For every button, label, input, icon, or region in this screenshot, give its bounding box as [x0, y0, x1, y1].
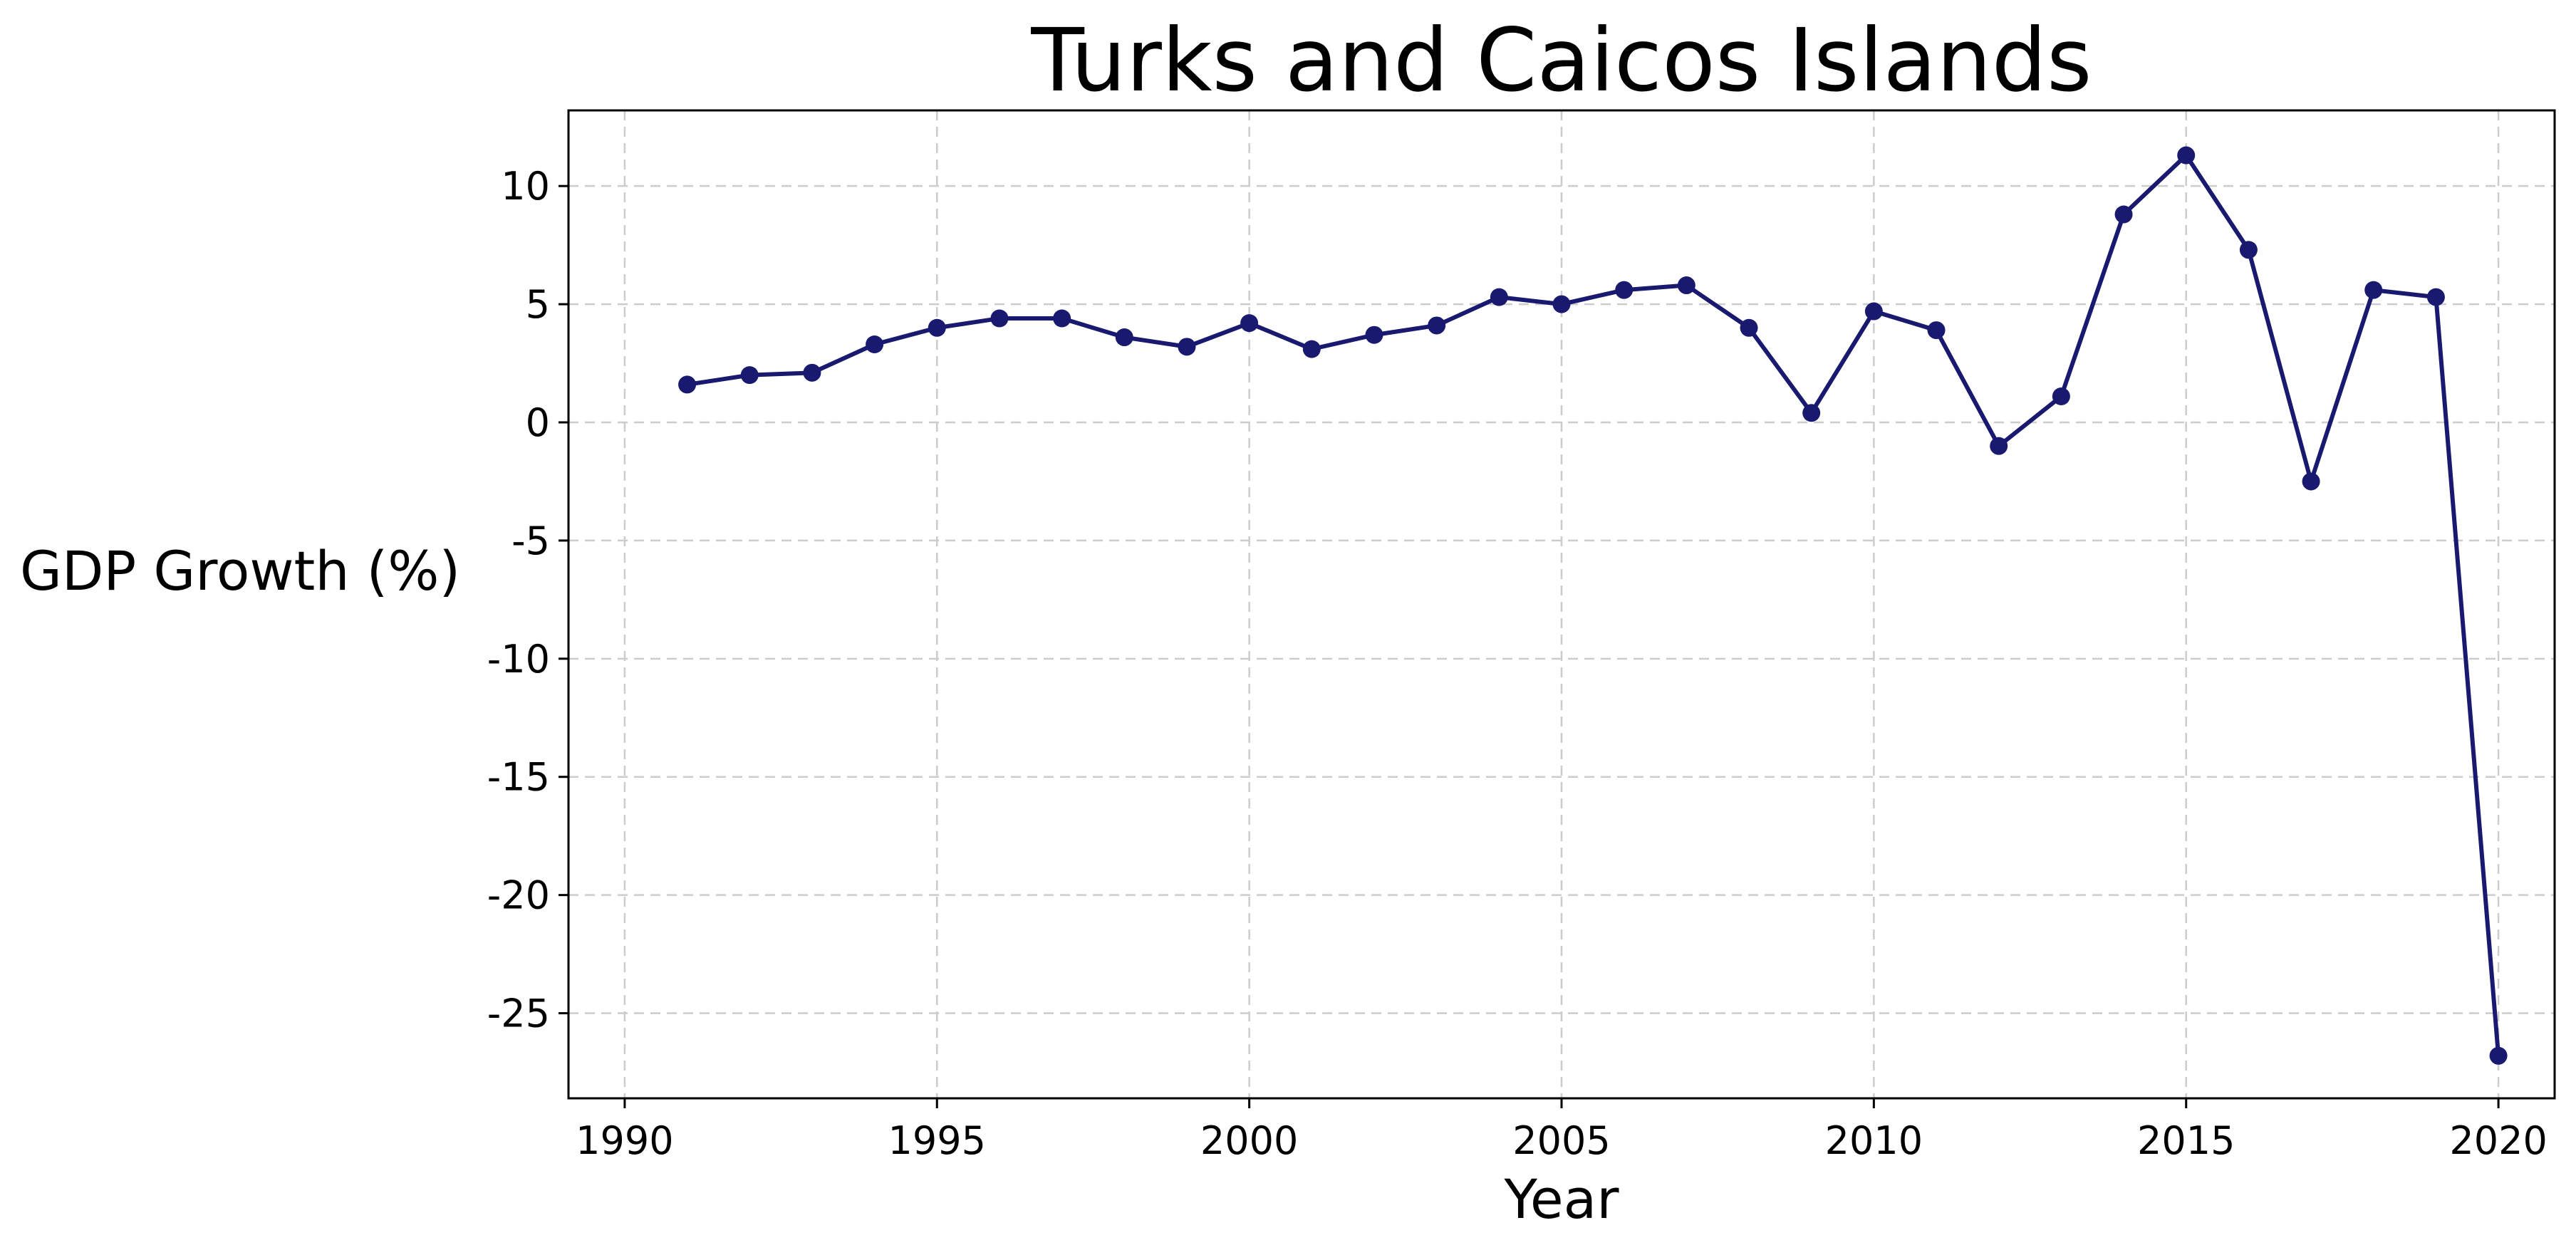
data-point: [2052, 387, 2070, 405]
y-tick-label: -20: [487, 873, 550, 918]
data-point: [1365, 326, 1383, 344]
x-tick-label: 2005: [1512, 1118, 1610, 1163]
data-point: [1240, 314, 1259, 333]
data-point: [1178, 338, 1196, 356]
data-point: [1740, 318, 1758, 337]
data-point: [928, 318, 946, 337]
series-line: [685, 153, 2501, 1058]
y-tick-label: 0: [526, 400, 550, 445]
x-tick-label: 2000: [1200, 1118, 1298, 1163]
y-tick-label: 10: [501, 164, 550, 209]
data-point: [1802, 404, 1821, 422]
x-tick-label: 2020: [2449, 1118, 2547, 1163]
data-point: [1115, 328, 1133, 347]
data-point: [2364, 281, 2383, 299]
data-point: [1552, 295, 1571, 313]
data-point: [1053, 309, 1071, 328]
data-point: [1490, 288, 1508, 306]
y-tick-label: -5: [511, 519, 550, 563]
data-point: [740, 366, 759, 385]
data-point: [1302, 340, 1321, 358]
y-tick-label: -10: [487, 637, 550, 682]
data-point: [2426, 288, 2445, 306]
x-tick-label: 2010: [1825, 1118, 1923, 1163]
data-point: [1615, 281, 1634, 299]
data-point: [2177, 146, 2196, 165]
series-layer: [678, 146, 2508, 1065]
x-tick-label: 2015: [2137, 1118, 2235, 1163]
data-point: [1927, 321, 1946, 340]
data-point: [803, 363, 821, 382]
data-point: [2489, 1046, 2508, 1065]
grid-lines: [568, 110, 2555, 1098]
data-point: [1990, 437, 2008, 455]
axes: 1990 1995 2000 2005 2010 2015 2020 10 5 0 -5 -10 -15…: [487, 164, 2548, 1163]
y-tick-label: 5: [526, 282, 550, 327]
data-point: [678, 375, 697, 394]
data-point: [990, 309, 1009, 328]
data-point: [1864, 302, 1883, 321]
data-point: [866, 335, 884, 353]
data-point: [1677, 276, 1695, 295]
chart-title: Turks and Caicos Islands: [1030, 10, 2092, 111]
data-point: [2114, 205, 2133, 224]
y-axis-label: GDP Growth (%): [20, 539, 460, 603]
x-axis-label: Year: [1504, 1167, 1620, 1231]
x-tick-label: 1990: [576, 1118, 673, 1163]
data-point: [2239, 241, 2258, 259]
data-point: [1428, 316, 1446, 335]
x-tick-label: 1995: [888, 1118, 986, 1163]
y-tick-label: -25: [487, 991, 550, 1036]
y-tick-label: -15: [487, 755, 550, 800]
data-point: [2302, 472, 2320, 491]
